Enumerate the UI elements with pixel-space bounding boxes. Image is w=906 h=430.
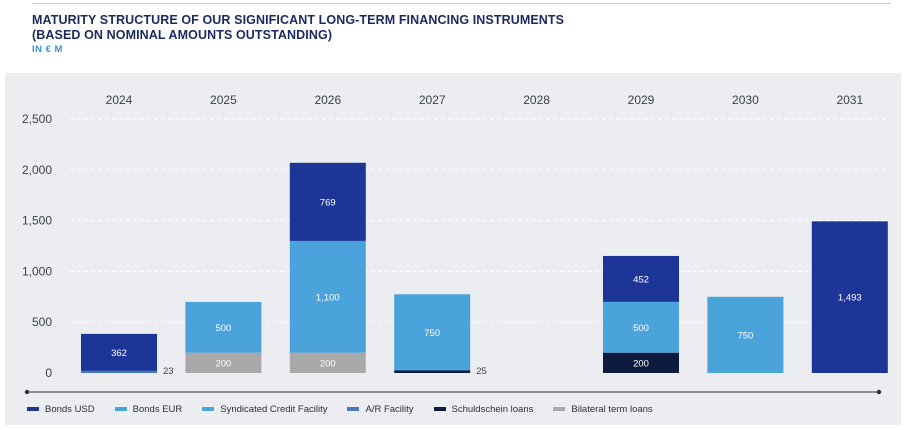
x-tick-label: 2029 bbox=[628, 93, 655, 107]
bar-segment bbox=[289, 162, 366, 241]
bar-value-label: 452 bbox=[633, 274, 649, 285]
bar-value-label: 500 bbox=[215, 323, 231, 334]
bar-value-label: 25 bbox=[476, 366, 487, 377]
bar-value-label: 769 bbox=[320, 197, 336, 208]
x-tick-label: 2026 bbox=[314, 93, 341, 107]
legend-swatch bbox=[114, 407, 127, 411]
bar-value-label: 362 bbox=[111, 348, 127, 359]
bar-segment bbox=[811, 221, 888, 373]
legend-label: Bonds EUR bbox=[132, 403, 183, 415]
x-tick-label: 2027 bbox=[419, 93, 446, 107]
bar-segment bbox=[81, 370, 157, 373]
x-tick-label: 2030 bbox=[732, 93, 759, 107]
x-tick-label: 2024 bbox=[106, 93, 133, 107]
bar-segment bbox=[603, 255, 679, 302]
bar-value-label: 1,493 bbox=[838, 293, 862, 304]
bar-value-label: 750 bbox=[737, 330, 753, 341]
bar-value-label: 200 bbox=[320, 358, 336, 369]
bar-segment bbox=[603, 352, 679, 373]
chart-title-line2: (BASED ON NOMINAL AMOUNTS OUTSTANDING) bbox=[32, 28, 333, 42]
legend-item: Schuldschein loans bbox=[433, 403, 534, 415]
chart-unit: IN € M bbox=[32, 44, 63, 55]
legend-label: Bonds USD bbox=[45, 403, 95, 415]
axis-end-dot bbox=[876, 389, 882, 395]
bar-segment bbox=[81, 333, 157, 371]
bar-segment bbox=[289, 240, 366, 353]
chart-header: MATURITY STRUCTURE OF OUR SIGNIFICANT LO… bbox=[32, 13, 564, 56]
bar-segment bbox=[289, 352, 366, 373]
legend-swatch bbox=[553, 407, 566, 411]
y-tick-label: 500 bbox=[32, 315, 52, 329]
bar-value-label: 1,100 bbox=[316, 292, 340, 303]
y-tick-label: 1,500 bbox=[22, 214, 52, 228]
bar-value-label: 500 bbox=[633, 323, 649, 334]
y-tick-label: 2,000 bbox=[22, 163, 52, 177]
legend-label: Bilateral term loans bbox=[571, 403, 653, 415]
bar-value-label: 200 bbox=[633, 358, 649, 369]
x-tick-label: 2025 bbox=[210, 93, 237, 107]
x-tick-label: 2031 bbox=[836, 93, 863, 107]
legend-label: Schuldschein loans bbox=[451, 403, 534, 415]
legend-label: Syndicated Credit Facility bbox=[220, 403, 328, 415]
bar-segment bbox=[394, 294, 471, 371]
legend-item: Bonds USD bbox=[27, 404, 95, 415]
legend-item: Bonds EUR bbox=[114, 403, 183, 415]
bar-value-label: 200 bbox=[215, 358, 231, 369]
legend-item: Bilateral term loans bbox=[553, 403, 653, 415]
legend-item: A/R Facility bbox=[347, 403, 414, 415]
bar-value-label: 750 bbox=[424, 328, 440, 339]
bar-value-label: 23 bbox=[163, 366, 174, 377]
legend-item: Syndicated Credit Facility bbox=[202, 404, 327, 415]
legend-swatch bbox=[202, 407, 215, 411]
bar-segment bbox=[394, 370, 471, 373]
y-tick-label: 0 bbox=[45, 366, 52, 380]
y-tick-label: 2,500 bbox=[22, 112, 52, 126]
x-tick-label: 2028 bbox=[523, 93, 550, 107]
axis-end-dot bbox=[24, 389, 30, 395]
top-rule bbox=[32, 3, 891, 4]
legend-swatch bbox=[347, 407, 360, 411]
bar-segment bbox=[603, 301, 679, 353]
legend-label: A/R Facility bbox=[365, 403, 414, 415]
bar-segment bbox=[185, 352, 262, 373]
bar-segment bbox=[707, 296, 784, 373]
bar-segment bbox=[185, 301, 262, 353]
chart-title-line1: MATURITY STRUCTURE OF OUR SIGNIFICANT LO… bbox=[32, 13, 565, 27]
legend-swatch bbox=[433, 407, 446, 411]
chart-legend: Bonds USD Bonds EUR Syndicated Credit Faci… bbox=[27, 401, 673, 417]
y-tick-label: 1,000 bbox=[22, 264, 52, 278]
legend-swatch bbox=[27, 407, 39, 411]
